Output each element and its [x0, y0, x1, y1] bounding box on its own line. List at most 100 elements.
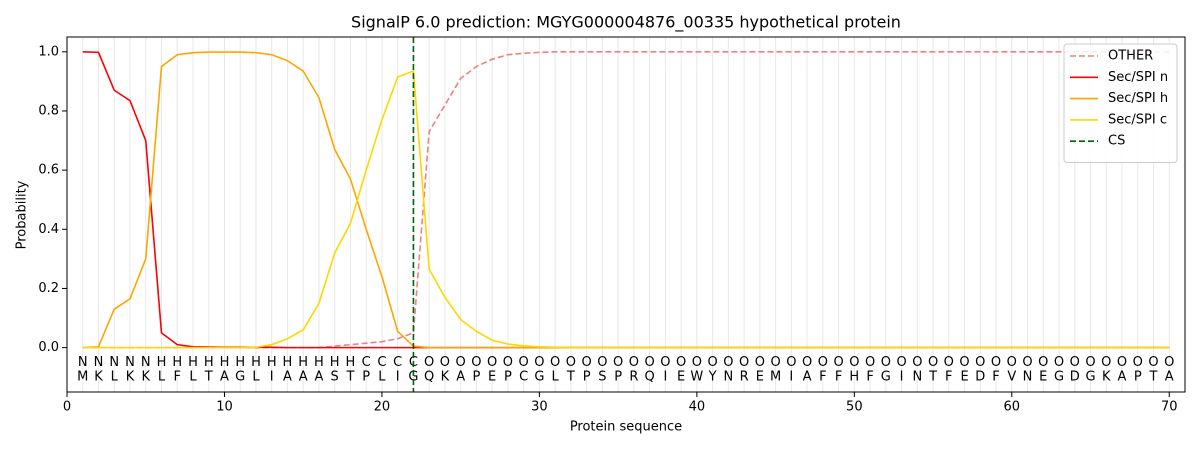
region-label: O — [456, 355, 466, 370]
residue-label: R — [629, 370, 638, 385]
residue-label: F — [992, 370, 999, 385]
series-line — [82, 50, 1170, 349]
region-label: H — [157, 355, 167, 370]
residue-label: A — [803, 370, 812, 385]
legend-box — [1063, 43, 1178, 163]
residue-label: G — [1085, 370, 1095, 385]
series-line — [82, 69, 1170, 349]
x-tick-label: 50 — [846, 400, 863, 415]
region-label: O — [645, 355, 655, 370]
residue-label: W — [690, 370, 703, 385]
residue-label: P — [614, 370, 622, 385]
residue-label: A — [299, 370, 308, 385]
residue-label: A — [1118, 370, 1127, 385]
residue-label: E — [677, 370, 685, 385]
region-label: H — [314, 355, 324, 370]
region-label: H — [220, 355, 230, 370]
residue-label: F — [173, 370, 180, 385]
x-tick-label: 10 — [216, 400, 233, 415]
region-label: O — [755, 355, 765, 370]
residue-label: T — [566, 370, 575, 385]
residue-label: L — [378, 370, 386, 385]
region-label: O — [534, 355, 544, 370]
region-label: O — [566, 355, 576, 370]
region-label: O — [692, 355, 702, 370]
residue-label: P — [362, 370, 370, 385]
x-tick-label: 0 — [63, 400, 71, 415]
residue-label: T — [928, 370, 937, 385]
region-label: O — [440, 355, 450, 370]
residue-label: E — [960, 370, 968, 385]
region-label: O — [471, 355, 481, 370]
region-label: O — [849, 355, 859, 370]
residue-label: L — [158, 370, 166, 385]
region-label: N — [94, 355, 104, 370]
residue-label: M — [77, 370, 88, 385]
chart-title: SignalP 6.0 prediction: MGYG000004876_00… — [351, 13, 901, 33]
residue-label: I — [396, 370, 400, 385]
region-label: O — [944, 355, 954, 370]
residue-label: F — [819, 370, 826, 385]
residue-label: L — [252, 370, 260, 385]
y-tick-label: 0.8 — [38, 103, 59, 118]
region-label: O — [660, 355, 670, 370]
legend-label: Sec/SPI n — [1108, 70, 1168, 85]
residue-label: E — [1039, 370, 1047, 385]
residue-label: P — [472, 370, 480, 385]
residue-label: N — [912, 370, 922, 385]
residue-label: T — [345, 370, 354, 385]
region-label: N — [78, 355, 88, 370]
residue-label: E — [488, 370, 496, 385]
region-label: O — [629, 355, 639, 370]
residue-label: H — [849, 370, 859, 385]
region-label: O — [519, 355, 529, 370]
legend-label: OTHER — [1108, 49, 1153, 64]
region-label: O — [707, 355, 717, 370]
residue-label: K — [126, 370, 135, 385]
residue-label: G — [881, 370, 891, 385]
region-label: C — [377, 355, 386, 370]
region-label: H — [283, 355, 293, 370]
residue-label: N — [1023, 370, 1033, 385]
residue-label: Q — [424, 370, 434, 385]
x-axis-label: Protein sequence — [570, 420, 682, 435]
region-label: O — [818, 355, 828, 370]
y-axis-label: Probability — [15, 180, 30, 249]
region-label: H — [251, 355, 261, 370]
legend-label: Sec/SPI c — [1108, 112, 1167, 127]
residue-label: L — [111, 370, 119, 385]
residue-label: K — [141, 370, 150, 385]
region-label: O — [975, 355, 985, 370]
residue-label: D — [1070, 370, 1080, 385]
residue-label: T — [204, 370, 213, 385]
residue-label: Q — [645, 370, 655, 385]
region-label: O — [487, 355, 497, 370]
region-label: H — [172, 355, 182, 370]
residue-label: L — [552, 370, 560, 385]
region-label: O — [1117, 355, 1127, 370]
residue-label: T — [1149, 370, 1158, 385]
region-label: H — [346, 355, 356, 370]
residue-label: A — [220, 370, 229, 385]
region-label: O — [723, 355, 733, 370]
legend-label: Sec/SPI h — [1108, 91, 1168, 106]
region-label: O — [1133, 355, 1143, 370]
residue-label: I — [270, 370, 274, 385]
region-label: O — [991, 355, 1001, 370]
region-label: O — [424, 355, 434, 370]
y-tick-label: 0.6 — [38, 163, 59, 178]
region-label: N — [141, 355, 151, 370]
residue-label: A — [314, 370, 323, 385]
region-label: O — [613, 355, 623, 370]
residue-label: F — [945, 370, 952, 385]
residue-label: K — [94, 370, 103, 385]
x-tick-label: 40 — [689, 400, 706, 415]
y-tick-label: 1.0 — [38, 44, 59, 59]
x-tick-label: 20 — [374, 400, 391, 415]
region-label: O — [739, 355, 749, 370]
residue-label: P — [1134, 370, 1142, 385]
region-label: N — [125, 355, 135, 370]
region-label: O — [912, 355, 922, 370]
residue-label: S — [331, 370, 339, 385]
residue-label: L — [189, 370, 197, 385]
